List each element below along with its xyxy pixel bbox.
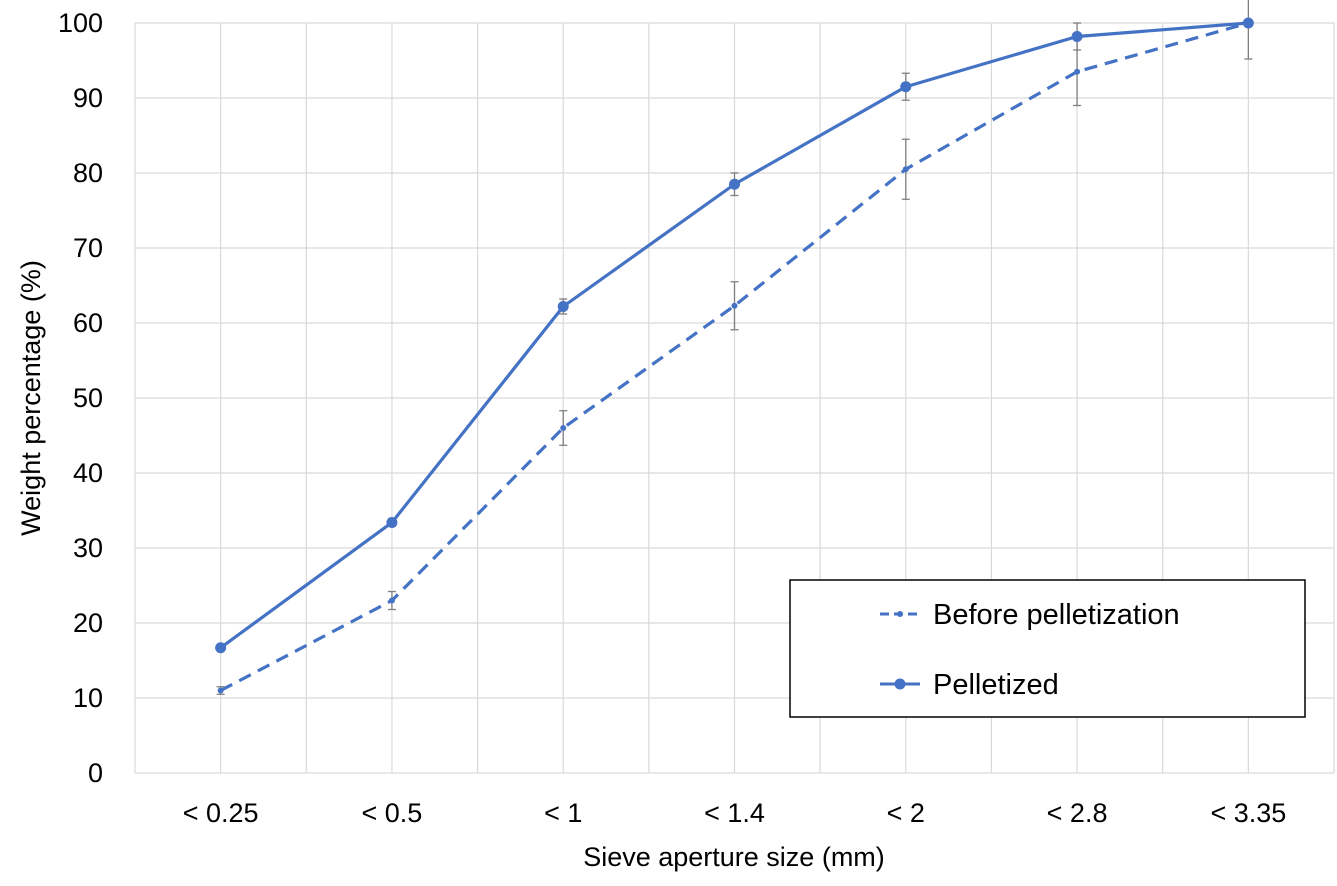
- legend: Before pelletization Pelletized: [789, 579, 1306, 718]
- legend-box: [789, 579, 1306, 718]
- y-tick-label: 80: [73, 158, 103, 188]
- y-axis-title: Weight percentage (%): [16, 260, 46, 536]
- x-axis-title: Sieve aperture size (mm): [583, 842, 885, 872]
- series-lines: [215, 17, 1254, 694]
- y-tick-label: 10: [73, 683, 103, 713]
- x-tick-label: < 2: [887, 798, 925, 828]
- y-tick-label: 100: [58, 8, 103, 38]
- y-tick-label: 30: [73, 533, 103, 563]
- y-tick-label: 60: [73, 308, 103, 338]
- data-point: [388, 597, 395, 604]
- x-tick-label: < 0.5: [362, 798, 423, 828]
- data-point: [729, 178, 740, 190]
- data-point: [1074, 68, 1081, 75]
- x-tick-label: < 3.35: [1210, 798, 1286, 828]
- data-point: [386, 517, 398, 528]
- legend-marker-before: [897, 611, 903, 617]
- y-tick-label: 90: [73, 83, 103, 113]
- y-tick-label: 40: [73, 458, 103, 488]
- data-point: [217, 687, 224, 694]
- y-tick-label: 0: [88, 758, 103, 788]
- data-point: [557, 301, 569, 312]
- y-tick-label: 20: [73, 608, 103, 638]
- data-point: [900, 81, 912, 93]
- data-point: [1242, 17, 1254, 29]
- legend-label-before: Before pelletization: [933, 599, 1180, 631]
- x-tick-label: < 0.25: [183, 798, 259, 828]
- y-tick-label: 50: [73, 383, 103, 413]
- legend-marker-pelletized: [894, 678, 906, 690]
- data-point: [902, 166, 909, 173]
- data-point: [1071, 31, 1083, 42]
- x-tick-labels: < 0.25 < 0.5 < 1 < 1.4 < 2 < 2.8 < 3.35: [183, 798, 1287, 828]
- data-point: [215, 642, 227, 654]
- y-tick-labels: 0 10 20 30 40 50 60 70 80 90 100: [58, 8, 103, 788]
- x-tick-label: < 2.8: [1047, 798, 1108, 828]
- data-point: [731, 302, 738, 309]
- data-point: [560, 425, 567, 431]
- legend-label-pelletized: Pelletized: [933, 669, 1059, 701]
- x-tick-label: < 1.4: [704, 798, 765, 828]
- x-tick-label: < 1: [544, 798, 582, 828]
- y-tick-label: 70: [73, 233, 103, 263]
